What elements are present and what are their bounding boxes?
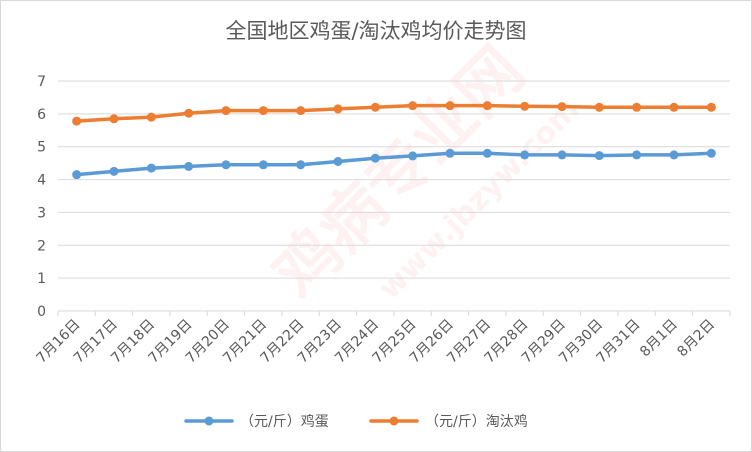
y-tick-label: 3: [37, 205, 46, 221]
data-point: [632, 102, 642, 112]
data-point: [520, 150, 530, 160]
data-point: [669, 102, 679, 112]
data-point: [482, 148, 492, 158]
data-point: [146, 163, 156, 173]
data-point: [632, 150, 642, 160]
x-tick-label: 8月1日: [637, 317, 681, 361]
series-line-1: [74, 103, 714, 123]
data-point: [333, 157, 343, 166]
data-point: [221, 106, 231, 116]
data-point: [482, 101, 492, 111]
legend-marker-1: [389, 416, 399, 426]
data-point: [72, 116, 82, 126]
legend-label-0: （元/斤）鸡蛋: [240, 413, 329, 430]
data-point: [370, 153, 380, 163]
data-point: [333, 104, 343, 114]
data-point: [706, 148, 716, 158]
data-point: [146, 112, 156, 122]
y-tick-label: 6: [37, 107, 46, 123]
data-point: [72, 170, 82, 180]
y-tick-label: 1: [37, 271, 46, 287]
y-tick-label: 5: [37, 140, 46, 156]
data-point: [445, 148, 455, 158]
data-point: [258, 160, 268, 170]
x-tick-label: 8月2日: [674, 317, 718, 361]
data-point: [594, 151, 604, 161]
y-tick-label: 4: [37, 173, 46, 189]
chart-title: 全国地区鸡蛋/淘汰鸡均价走势图: [225, 19, 527, 43]
data-point: [258, 106, 268, 116]
legend-marker-0: [204, 416, 214, 426]
data-point: [296, 106, 306, 116]
data-point: [184, 161, 194, 171]
data-point: [557, 150, 567, 160]
data-point: [221, 160, 231, 170]
data-point: [669, 150, 679, 160]
y-tick-label: 0: [37, 304, 46, 320]
data-point: [445, 101, 455, 111]
data-point: [557, 102, 567, 112]
data-point: [370, 102, 380, 112]
series-line-0: [74, 151, 714, 177]
data-point: [520, 101, 530, 111]
data-point: [184, 108, 194, 118]
legend-label-1: （元/斤）淘汰鸡: [425, 413, 528, 430]
data-point: [408, 101, 418, 111]
data-point: [296, 160, 306, 170]
data-point: [109, 166, 119, 176]
data-point: [594, 102, 604, 112]
y-tick-label: 2: [37, 238, 46, 254]
data-point: [706, 102, 716, 112]
data-point: [109, 114, 119, 124]
data-point: [408, 151, 418, 161]
y-tick-label: 7: [37, 74, 46, 90]
